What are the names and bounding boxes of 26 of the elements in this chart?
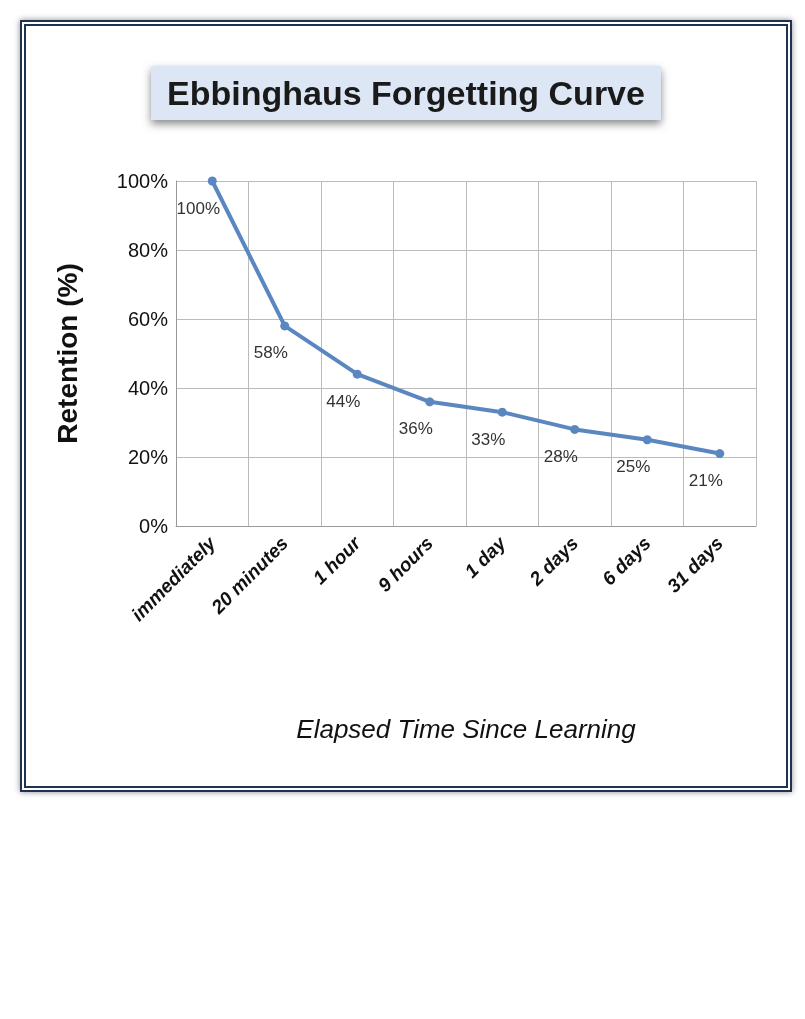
y-tick-label: 100% [116,170,169,192]
y-tick-label: 80% [127,239,169,261]
y-tick-label: 20% [127,446,169,468]
data-label: 21% [688,471,723,491]
point [570,424,580,434]
data-label: 28% [543,446,578,466]
y-tick-label: 40% [127,377,169,399]
data-label: 44% [326,391,361,411]
y-tick-label: 0% [139,515,169,537]
x-tick-label: 1 day [460,531,511,582]
point [642,435,652,445]
y-axis-title: Retention (%) [51,263,83,444]
data-label: 58% [253,343,288,363]
point [207,176,217,186]
point [280,321,290,331]
y-tick-label: 60% [127,308,169,330]
point [425,397,435,407]
point [497,407,507,417]
point [352,369,362,379]
data-label: 100% [176,198,220,218]
point [715,449,725,459]
chart-title: Ebbinghaus Forgetting Curve [167,74,645,112]
data-label: 33% [471,429,506,449]
x-axis-title: Elapsed Time Since Learning [296,714,637,744]
data-label: 25% [616,457,651,477]
data-label: 36% [398,419,433,439]
